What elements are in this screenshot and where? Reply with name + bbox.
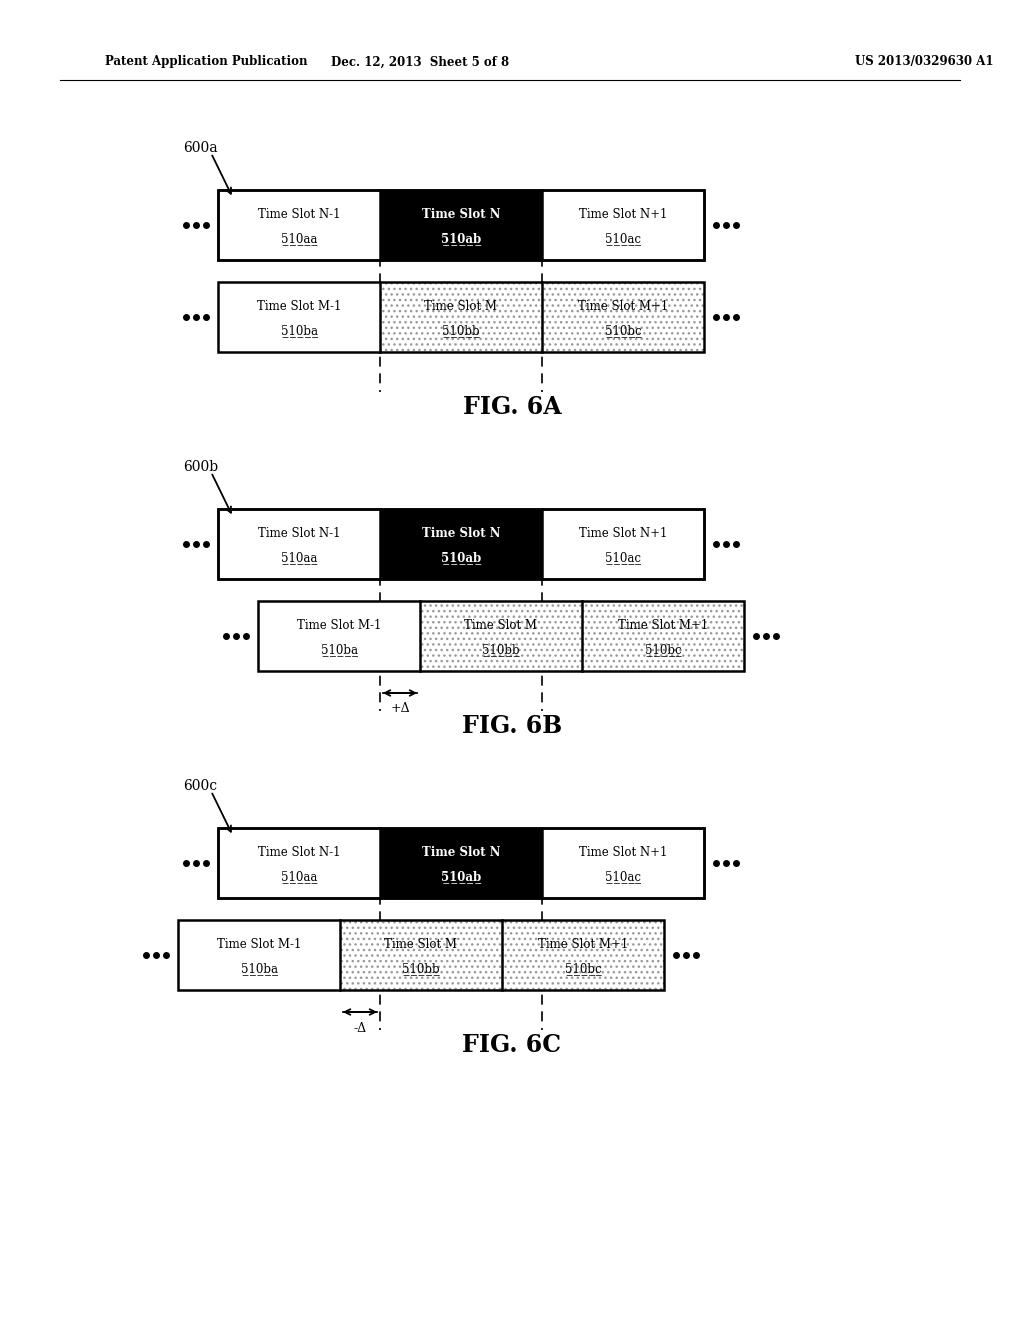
Text: 5̲1̲0̲b̲c̲: 5̲1̲0̲b̲c̲ — [564, 962, 601, 975]
Text: Time Slot N+1: Time Slot N+1 — [579, 209, 668, 220]
Text: 5̲1̲0̲b̲a̲: 5̲1̲0̲b̲a̲ — [241, 962, 278, 975]
Text: Time Slot N: Time Slot N — [422, 846, 501, 859]
Text: Time Slot M: Time Slot M — [465, 619, 538, 632]
Text: 5̲1̲0̲a̲b̲: 5̲1̲0̲a̲b̲ — [441, 232, 481, 246]
Text: 5̲1̲0̲a̲a̲: 5̲1̲0̲a̲a̲ — [281, 232, 317, 246]
Text: Time Slot M-1: Time Slot M-1 — [257, 300, 341, 313]
Text: FIG. 6A: FIG. 6A — [463, 395, 561, 418]
Text: Time Slot N+1: Time Slot N+1 — [579, 846, 668, 859]
Text: Dec. 12, 2013  Sheet 5 of 8: Dec. 12, 2013 Sheet 5 of 8 — [331, 55, 509, 69]
Bar — [218, 828, 705, 898]
Text: 5̲1̲0̲a̲b̲: 5̲1̲0̲a̲b̲ — [441, 552, 481, 565]
Bar — [178, 920, 664, 990]
Bar — [380, 510, 542, 579]
Text: 600a: 600a — [183, 141, 218, 154]
Text: Time Slot M: Time Slot M — [425, 300, 498, 313]
Bar — [582, 601, 744, 671]
Text: Time Slot N+1: Time Slot N+1 — [579, 527, 668, 540]
Text: Time Slot N: Time Slot N — [422, 209, 501, 220]
Text: Time Slot M: Time Slot M — [384, 939, 458, 950]
Text: US 2013/0329630 A1: US 2013/0329630 A1 — [855, 55, 993, 69]
Bar — [542, 282, 705, 352]
Text: 5̲1̲0̲b̲c̲: 5̲1̲0̲b̲c̲ — [605, 325, 641, 338]
Bar — [218, 190, 705, 260]
Text: 5̲1̲0̲a̲a̲: 5̲1̲0̲a̲a̲ — [281, 870, 317, 883]
Text: 600c: 600c — [183, 779, 217, 793]
Bar — [502, 920, 664, 990]
Text: 600b: 600b — [183, 459, 218, 474]
Text: Time Slot N-1: Time Slot N-1 — [258, 527, 340, 540]
Bar — [258, 601, 744, 671]
Text: FIG. 6C: FIG. 6C — [463, 1034, 561, 1057]
Text: 5̲1̲0̲b̲b̲: 5̲1̲0̲b̲b̲ — [482, 644, 520, 656]
Bar — [258, 601, 744, 671]
Text: 5̲1̲0̲a̲c̲: 5̲1̲0̲a̲c̲ — [605, 232, 641, 246]
Text: FIG. 6B: FIG. 6B — [462, 714, 562, 738]
Bar — [218, 510, 705, 579]
Text: 5̲1̲0̲b̲a̲: 5̲1̲0̲b̲a̲ — [281, 325, 317, 338]
Text: Time Slot M+1: Time Slot M+1 — [617, 619, 709, 632]
Text: Time Slot N-1: Time Slot N-1 — [258, 846, 340, 859]
Text: Time Slot N-1: Time Slot N-1 — [258, 209, 340, 220]
Text: Time Slot M-1: Time Slot M-1 — [217, 939, 301, 950]
Bar — [380, 828, 542, 898]
Bar — [218, 510, 705, 579]
Bar — [420, 601, 582, 671]
Text: 5̲1̲0̲b̲b̲: 5̲1̲0̲b̲b̲ — [402, 962, 440, 975]
Text: -Δ: -Δ — [353, 1022, 367, 1035]
Text: 5̲1̲0̲b̲c̲: 5̲1̲0̲b̲c̲ — [645, 644, 681, 656]
Text: Time Slot N: Time Slot N — [422, 527, 501, 540]
Bar — [218, 282, 705, 352]
Bar — [218, 190, 705, 260]
Bar — [380, 190, 542, 260]
Bar — [340, 920, 502, 990]
Bar — [218, 828, 705, 898]
Text: Time Slot M+1: Time Slot M+1 — [538, 939, 628, 950]
Bar — [380, 282, 542, 352]
Text: 5̲1̲0̲a̲c̲: 5̲1̲0̲a̲c̲ — [605, 870, 641, 883]
Bar — [178, 920, 664, 990]
Text: 5̲1̲0̲b̲b̲: 5̲1̲0̲b̲b̲ — [442, 325, 480, 338]
Text: +Δ: +Δ — [390, 702, 410, 715]
Text: 5̲1̲0̲b̲a̲: 5̲1̲0̲b̲a̲ — [321, 644, 357, 656]
Text: 5̲1̲0̲a̲a̲: 5̲1̲0̲a̲a̲ — [281, 552, 317, 565]
Text: Patent Application Publication: Patent Application Publication — [105, 55, 307, 69]
Text: Time Slot M-1: Time Slot M-1 — [297, 619, 381, 632]
Text: 5̲1̲0̲a̲c̲: 5̲1̲0̲a̲c̲ — [605, 552, 641, 565]
Text: 5̲1̲0̲a̲b̲: 5̲1̲0̲a̲b̲ — [441, 870, 481, 883]
Text: Time Slot M+1: Time Slot M+1 — [578, 300, 668, 313]
Bar — [218, 282, 705, 352]
